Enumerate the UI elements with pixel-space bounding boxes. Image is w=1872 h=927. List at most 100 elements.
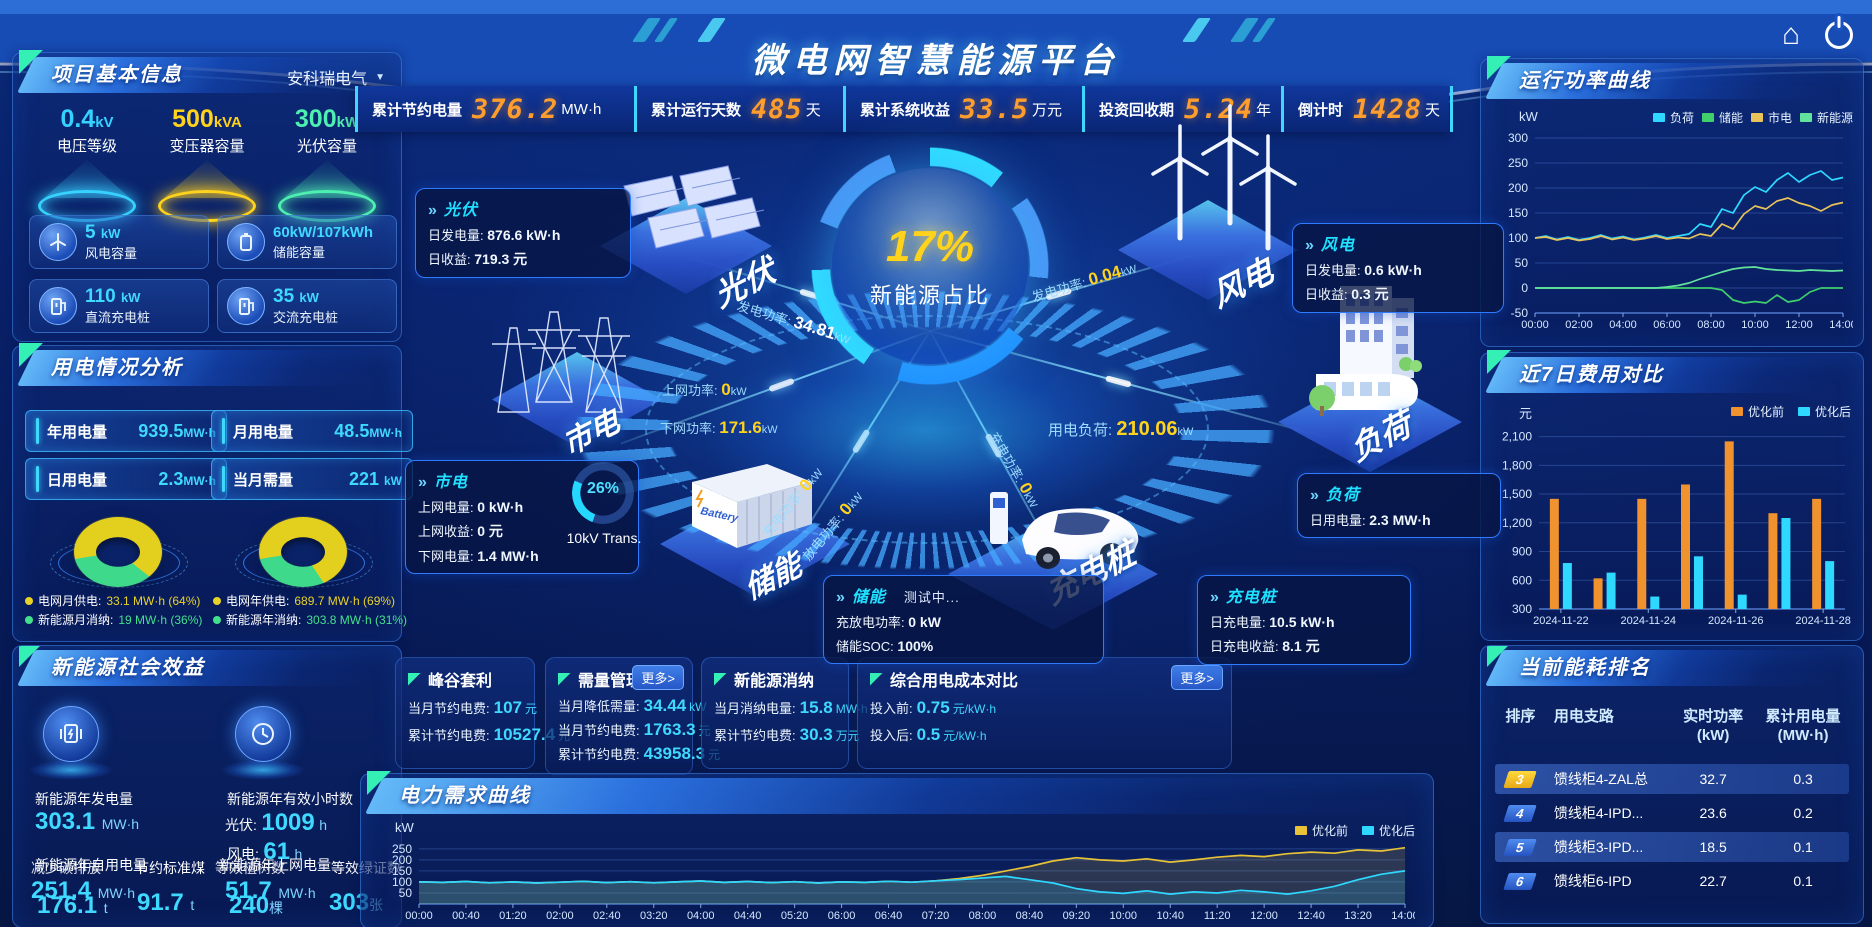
svg-text:04:00: 04:00 — [687, 910, 715, 922]
legend-item[interactable]: 优化后 — [1797, 403, 1851, 420]
svg-text:1,800: 1,800 — [1502, 458, 1532, 472]
legend-item[interactable]: 优化前 — [1730, 403, 1784, 420]
battery-icon — [227, 223, 265, 261]
svg-text:600: 600 — [1512, 573, 1532, 587]
svg-text:10:00: 10:00 — [1110, 910, 1138, 922]
svg-text:06:00: 06:00 — [1653, 319, 1681, 331]
pv-illustration — [623, 165, 765, 249]
svg-text:200: 200 — [1508, 181, 1528, 195]
svg-text:12:00: 12:00 — [1785, 319, 1813, 331]
transformer-load-gauge — [572, 462, 634, 524]
legend-item[interactable]: 储能 — [1701, 109, 1743, 126]
wind-hours: 风电: 61 h — [227, 838, 303, 865]
dc-charger-icon — [39, 287, 77, 325]
carbon-label: 减少碳排放 — [31, 860, 101, 876]
legend-swatch — [1652, 113, 1665, 122]
ranking-row[interactable]: 5 馈线柜3-IPD... 18.5 0.1 — [1495, 832, 1849, 862]
legend-swatch — [1797, 407, 1810, 416]
coal-label: 节约标准煤 — [135, 860, 205, 876]
svg-text:05:20: 05:20 — [781, 910, 809, 922]
demand-chart: 50 100 150 200 250 00:00 00:40 01:20 02:00 02:40 0… — [371, 834, 1419, 927]
self-use-value: 251.4 MW·h — [31, 877, 136, 904]
metric-card-dc-charger: 110 kW 直流充电桩 — [29, 279, 209, 333]
metric-card-ac-charger: 35 kW 交流充电桩 — [217, 279, 397, 333]
demand-more-button[interactable]: 更多> — [632, 665, 684, 690]
panel-social-benefit: 新能源社会效益 新能源年发电量 303.1 MW·h 新能源年有效小时数 光伏:… — [12, 645, 402, 927]
metric-day-energy: 日用电量 2.3MW·h — [25, 458, 227, 500]
svg-text:150: 150 — [392, 864, 412, 878]
arrow-icon: » — [1305, 237, 1315, 254]
self-use-label: 新能源年自用电量 — [35, 857, 147, 873]
home-icon[interactable]: ⌂ — [1781, 18, 1801, 51]
renewable-share-label: 新能源占比 — [869, 283, 990, 308]
ranking-row[interactable]: 6 馈线柜6-IPD 22.7 0.1 — [1495, 866, 1849, 896]
ranking-row[interactable]: 3 馈线柜4-ZAL总 32.7 0.3 — [1495, 764, 1849, 794]
legend-renewable-month: 新能源月消纳: 19 MW·h (36%) — [25, 613, 202, 628]
panel-project-info: 项目基本信息 安科瑞电气 ▼ 0.4kV 电压等级 500kVA 变压器容量 3… — [12, 50, 402, 342]
svg-text:08:00: 08:00 — [1697, 319, 1725, 331]
panel-cost-compare-header: 近7日费用对比 — [1485, 350, 1845, 393]
legend-grid-year: 电网年供电: 689.7 MW·h (69%) — [213, 594, 395, 609]
card-corner-icon — [870, 672, 883, 686]
storage-battery-illustration: Battery — [692, 464, 812, 548]
pedestal-transformer-capacity: 500kVA 变压器容量 — [147, 105, 267, 222]
power-icon[interactable] — [1820, 16, 1858, 54]
demand-y-unit: kW — [395, 820, 414, 835]
panel-energy-ranking: 当前能耗排名 排序 用电支路 实时功率 (kW) 累计用电量 (MW·h) 3 馈线… — [1480, 645, 1864, 924]
cost-chart-legend: 优化前 优化后 — [1730, 403, 1851, 420]
cost-y-unit: 元 — [1519, 406, 1533, 421]
kpi-run-days: 累计运行天数 485 天 — [634, 86, 843, 132]
legend-item[interactable]: 优化后 — [1361, 822, 1415, 839]
svg-text:10:00: 10:00 — [1741, 319, 1769, 331]
page-title: 微电网智慧能源平台 — [751, 41, 1121, 80]
gen-value: 303.1 MW·h — [35, 808, 140, 835]
center-sphere: 17% 新能源占比 — [832, 168, 1028, 364]
svg-text:900: 900 — [1512, 545, 1532, 559]
svg-text:02:40: 02:40 — [593, 910, 621, 922]
panel-cost-compare: 近7日费用对比 元 优化前 优化后 300 600 900 1,200 1,500 1,80… — [1480, 350, 1864, 641]
export-label: 新能源年上网电量 — [219, 857, 331, 873]
legend-swatch — [1701, 113, 1714, 122]
export-value: 51.7 MW·h — [225, 877, 316, 904]
svg-text:02:00: 02:00 — [546, 910, 574, 922]
svg-text:06:40: 06:40 — [875, 910, 903, 922]
cost-more-button[interactable]: 更多> — [1171, 665, 1223, 690]
metric-card-storage-capacity: 60kW/107kWh 储能容量 — [217, 215, 397, 269]
metric-month-energy: 月用电量 48.5MW·h — [211, 410, 413, 452]
svg-text:12:40: 12:40 — [1297, 910, 1325, 922]
coal-value: 91.7 t — [137, 889, 195, 916]
tree-value: 240棵 — [229, 892, 284, 919]
cost-compare-chart: 300 600 900 1,200 1,500 1,800 2,100 2024-11-22 2… — [1489, 419, 1853, 636]
svg-text:10:40: 10:40 — [1156, 910, 1184, 922]
chevron-down-icon: ▼ — [375, 71, 385, 83]
panel-power-analysis-header: 用电情况分析 — [17, 343, 383, 386]
renewable-generation-icon — [21, 706, 121, 780]
svg-text:1,200: 1,200 — [1502, 516, 1532, 530]
panel-power-analysis: 用电情况分析 年用电量 939.5MW·h 月用电量 48.5MW·h 日用电量… — [12, 343, 413, 642]
svg-text:300: 300 — [1512, 602, 1532, 616]
flow-grid-import: 下网功率: 171.6kW — [660, 418, 778, 437]
ranking-row[interactable]: 4 馈线柜4-IPD... 23.6 0.2 — [1495, 798, 1849, 828]
svg-text:14:00: 14:00 — [1829, 319, 1853, 331]
year-supply-donut-chart — [259, 517, 347, 587]
svg-text:08:40: 08:40 — [1016, 910, 1044, 922]
legend-item[interactable]: 新能源 — [1799, 109, 1853, 126]
svg-text:00:00: 00:00 — [1521, 319, 1549, 331]
panel-run-power-header: 运行功率曲线 — [1485, 56, 1845, 99]
rank-badge: 6 — [1503, 872, 1538, 890]
legend-swatch — [1730, 407, 1743, 416]
panel-project-info-header: 项目基本信息 — [17, 50, 383, 93]
pv-hours: 光伏: 1009 h — [225, 809, 327, 836]
metric-month-demand: 当月需量 221 kW — [211, 458, 413, 500]
flow-load-power: 用电负荷: 210.06kW — [1048, 418, 1194, 440]
legend-item[interactable]: 优化前 — [1294, 822, 1348, 839]
legend-item[interactable]: 负荷 — [1652, 109, 1694, 126]
tree-label: 等效植树数 — [215, 860, 285, 876]
svg-text:250: 250 — [1508, 156, 1528, 170]
arrow-icon: » — [1310, 487, 1320, 504]
svg-text:13:20: 13:20 — [1344, 910, 1372, 922]
metric-card-wind-capacity: 5 kW 风电容量 — [29, 215, 209, 269]
legend-item[interactable]: 市电 — [1750, 109, 1792, 126]
legend-swatch — [1799, 113, 1812, 122]
svg-text:2024-11-28: 2024-11-28 — [1795, 615, 1850, 627]
